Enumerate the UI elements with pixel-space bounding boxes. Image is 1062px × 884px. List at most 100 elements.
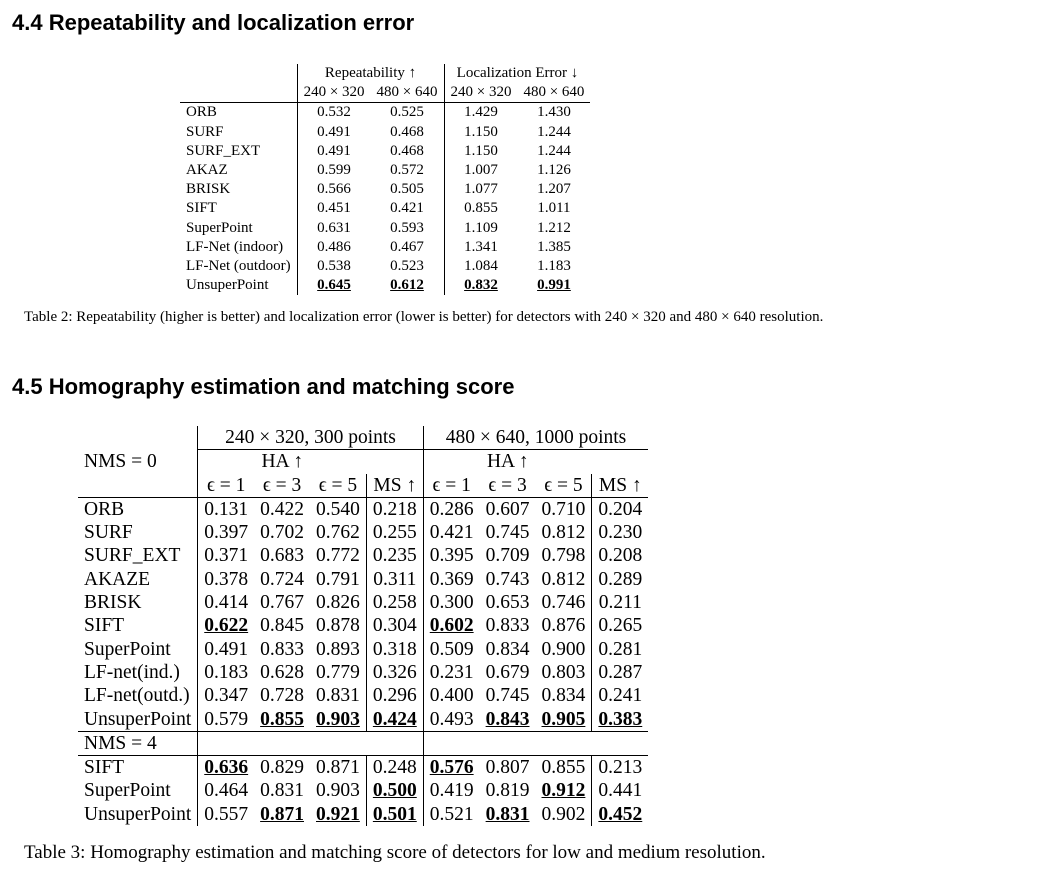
table-row: SuperPoint 0.631 0.593 1.109 1.212 [180,218,590,238]
value-cell: 1.011 [537,200,571,217]
value-cell: 0.593 [390,219,424,236]
value-cell: 0.878 [316,615,360,637]
value-cell: 0.921 [316,803,360,825]
method-name: UnsuperPoint [84,803,192,825]
value-cell: 0.843 [485,708,530,730]
method-name: SURF_EXT [186,142,261,159]
value-cell: 0.204 [591,497,649,522]
value-cell: 0.467 [390,238,424,255]
ha-header: HA ↑ [422,449,592,474]
value-cell: 0.579 [197,707,255,732]
method-name: BRISK [84,592,142,614]
table-row: AKAZE 0.378 0.724 0.791 0.311 0.369 0.743 0.812… [78,567,649,592]
value-cell: 0.829 [260,757,304,779]
value-cell: 0.421 [422,521,480,545]
table-row: ORB 0.532 0.525 1.429 1.430 [180,102,590,123]
value-cell: 0.378 [197,567,255,592]
value-cell: 0.779 [316,661,360,683]
section-heading-4-4: 4.4 Repeatability and localization error [12,10,415,35]
value-cell: 0.464 [197,779,255,803]
value-cell: 0.767 [260,592,304,614]
table-row: SIFT 0.636 0.829 0.871 0.248 0.576 0.807 0.855 0… [78,755,649,780]
value-cell: 0.491 [296,141,371,162]
value-cell: 0.743 [485,568,530,590]
epsilon-header: ϵ = 3 [488,474,527,496]
table-row: UnsuperPoint 0.557 0.871 0.921 0.501 0.521 0.8… [78,802,649,827]
value-cell: 0.523 [390,258,424,275]
table-row: UnsuperPoint 0.579 0.855 0.903 0.424 0.493 0.8… [78,707,649,732]
table-row: LF-Net (indoor) 0.486 0.467 1.341 1.385 [180,237,590,258]
value-cell: 0.834 [485,638,530,660]
table-row: SIFT 0.451 0.421 0.855 1.011 [180,199,590,219]
value-cell: 0.424 [365,707,424,732]
ha-header: HA ↑ [197,449,367,474]
value-cell: 1.007 [443,161,518,181]
value-cell: 0.265 [591,614,649,638]
value-cell: 0.912 [541,780,586,802]
value-cell: 1.430 [537,104,571,121]
value-cell: 0.521 [422,802,480,827]
value-cell: 1.150 [443,122,518,142]
value-cell: 1.084 [443,257,518,277]
value-cell: 0.505 [390,181,424,198]
value-cell: 0.762 [316,522,360,544]
medium-res-group-header: 480 × 640, 1000 points [422,426,649,451]
value-cell: 0.636 [197,755,255,780]
value-cell: 0.311 [365,567,424,592]
method-name: SuperPoint [84,780,171,802]
value-cell: 0.371 [197,544,255,568]
method-name: SIFT [84,757,125,779]
method-name: AKAZ [186,162,228,179]
value-cell: 0.532 [296,102,371,123]
value-cell: 0.452 [591,802,649,827]
value-cell: 1.212 [537,219,571,236]
value-cell: 0.832 [443,276,518,296]
value-cell: 0.211 [591,591,649,615]
value-cell: 0.631 [296,218,371,238]
value-cell: 0.602 [422,614,480,638]
value-cell: 0.318 [365,637,424,661]
table-row: LF-Net (outdoor) 0.538 0.523 1.084 1.183 [180,257,590,277]
value-cell: 1.183 [537,258,571,275]
value-cell: 0.441 [591,779,649,803]
value-cell: 0.286 [422,497,480,522]
value-cell: 0.287 [591,660,649,685]
epsilon-header: ϵ = 1 [422,473,480,498]
method-name: UnsuperPoint [186,277,269,294]
value-cell: 1.109 [443,218,518,238]
value-cell: 0.566 [296,180,371,200]
section-heading-4-5: 4.5 Homography estimation and matching s… [12,374,515,399]
value-cell: 0.807 [485,757,530,779]
value-cell: 0.855 [260,708,304,730]
value-cell: 0.902 [541,803,586,825]
res-header: 240 × 320 [296,83,371,103]
value-cell: 0.419 [422,779,480,803]
value-cell: 0.803 [541,661,586,683]
homography-table: 240 × 320, 300 points 480 × 640, 1000 po… [78,426,649,827]
repeatability-table: Repeatability ↑ Localization Error ↓ 240… [180,64,591,296]
value-cell: 1.244 [537,123,571,140]
value-cell: 0.831 [260,780,304,802]
value-cell: 0.231 [422,660,480,685]
value-cell: 0.397 [197,521,255,545]
repeatability-header: Repeatability ↑ [296,64,444,84]
epsilon-header: ϵ = 5 [318,474,358,496]
value-cell: 0.812 [541,522,586,544]
value-cell: 0.491 [197,637,255,661]
value-cell: 0.772 [316,545,360,567]
value-cell: 0.710 [541,498,586,520]
value-cell: 0.845 [260,615,304,637]
method-name: LF-net(outd.) [84,685,190,707]
value-cell: 1.244 [537,142,571,159]
value-cell: 0.258 [365,591,424,615]
value-cell: 0.218 [365,497,424,522]
value-cell: 0.746 [541,592,586,614]
method-name: LF-net(ind.) [84,661,180,683]
value-cell: 0.509 [422,637,480,661]
value-cell: 0.628 [260,661,304,683]
epsilon-header: ϵ = 5 [544,474,583,496]
epsilon-header: ϵ = 1 [197,473,255,498]
value-cell: 1.385 [537,238,571,255]
table-row: SURF_EXT 0.371 0.683 0.772 0.235 0.395 0.709 0.… [78,544,649,568]
value-cell: 0.501 [365,802,424,827]
